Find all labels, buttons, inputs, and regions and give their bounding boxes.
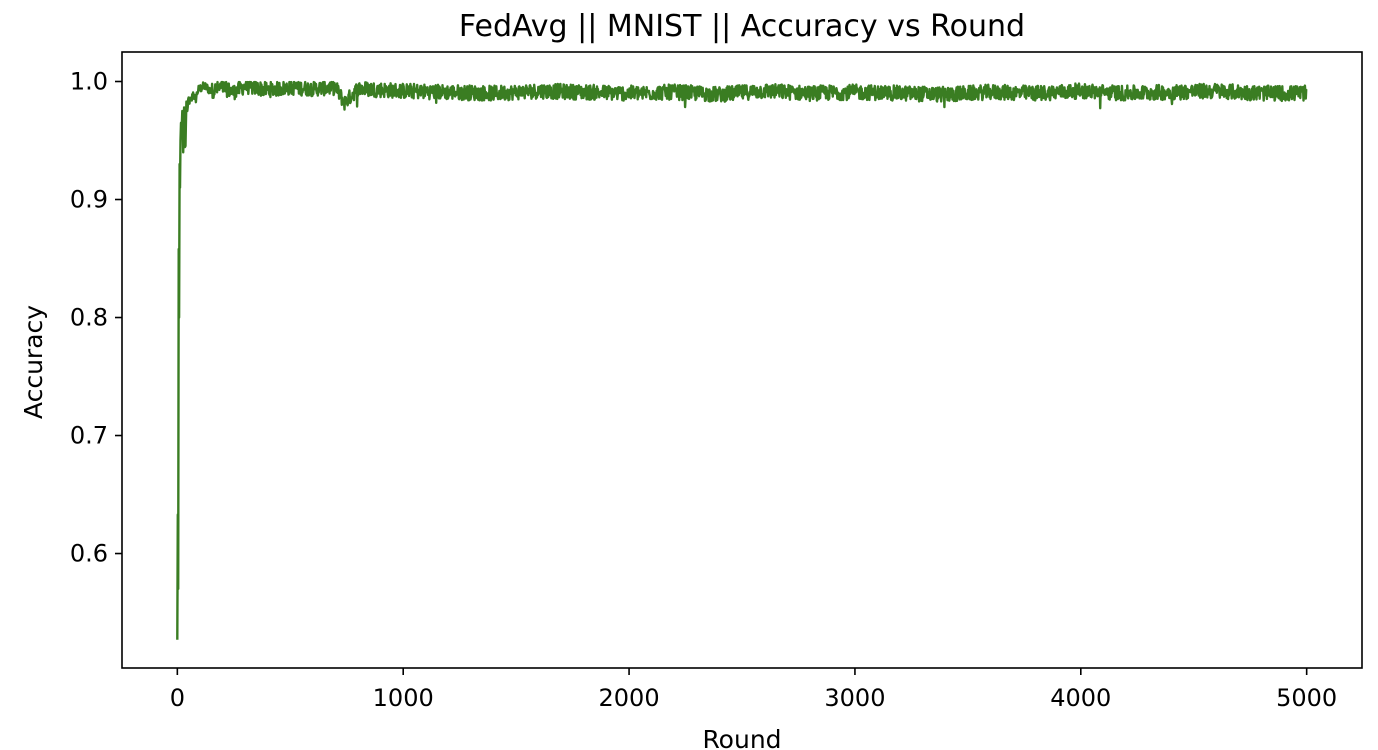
y-axis: 0.6 0.7 0.8 0.9 1.0 [70,68,122,568]
x-tick-label: 5000 [1276,684,1337,712]
y-tick-label: 0.8 [70,304,108,332]
x-axis-label: Round [702,725,781,750]
x-axis: 0 1000 2000 3000 4000 5000 [170,668,1337,712]
y-tick-label: 0.7 [70,422,108,450]
y-tick-label: 0.6 [70,540,108,568]
series-line [176,80,1308,640]
plot-frame [121,51,1363,669]
y-axis-label: Accuracy [19,305,48,419]
x-tick-label: 0 [170,684,185,712]
y-tick-label: 1.0 [70,68,108,96]
y-tick-label: 0.9 [70,186,108,214]
x-tick-label: 2000 [599,684,660,712]
plot-marks [176,80,1308,640]
chart-title: FedAvg || MNIST || Accuracy vs Round [459,9,1025,44]
x-tick-label: 4000 [1050,684,1111,712]
x-tick-label: 3000 [824,684,885,712]
x-tick-label: 1000 [373,684,434,712]
